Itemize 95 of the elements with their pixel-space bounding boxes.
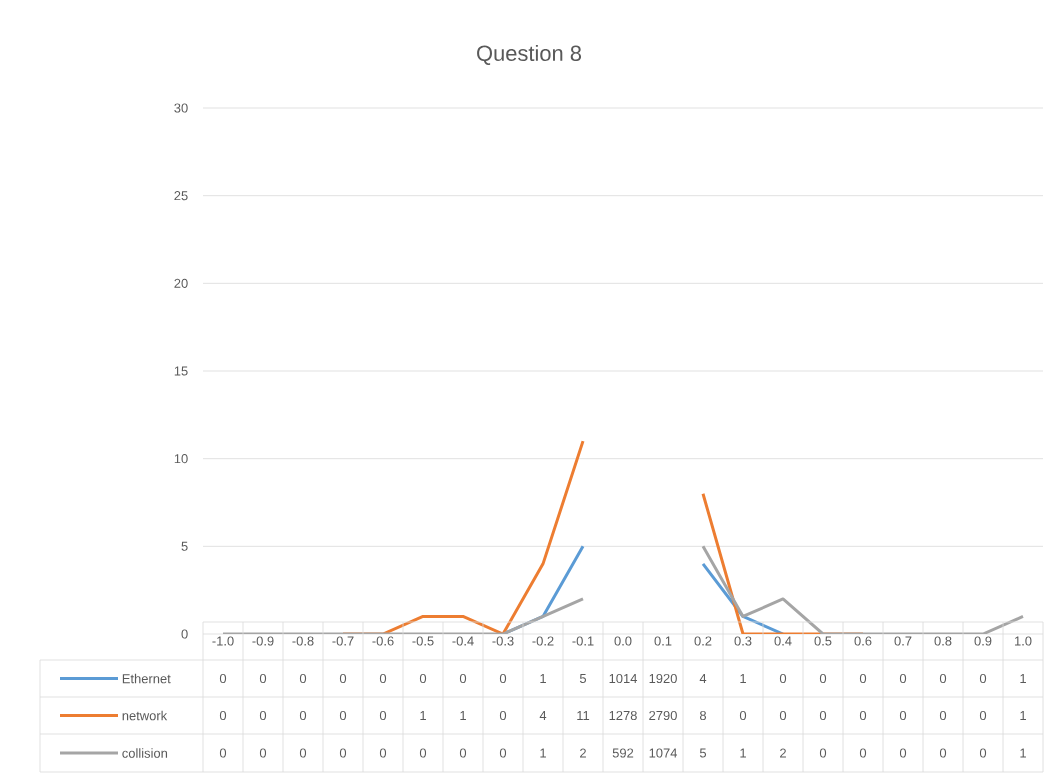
data-label: 1 — [740, 748, 746, 758]
text: 1920 — [649, 673, 677, 684]
x-tick-label: -0.1 — [572, 636, 594, 646]
x-tick-label: -0.7 — [332, 636, 354, 646]
data-label: 0 — [259, 748, 267, 758]
data-label: 11 — [577, 711, 590, 720]
data-label: 1 — [740, 674, 746, 683]
text: 0 — [219, 673, 227, 684]
text: 0 — [939, 710, 947, 721]
data-label: 0 — [499, 710, 507, 721]
data-label: 1 — [540, 748, 546, 758]
x-tick-label: 0.1 — [654, 636, 672, 646]
text: 2790 — [649, 710, 677, 721]
text: 1014 — [609, 673, 638, 684]
data-label: 2 — [780, 748, 786, 758]
text: 0 — [859, 673, 867, 684]
data-label: 0 — [739, 710, 747, 721]
y-tick-label: 5 — [181, 541, 188, 551]
data-label: 1 — [460, 711, 466, 720]
text: 1278 — [609, 710, 637, 721]
data-label: 0 — [459, 748, 467, 758]
legend-label: Ethernet — [122, 673, 171, 684]
data-label: 0 — [939, 748, 947, 758]
y-tick-label: 10 — [174, 454, 188, 464]
y-tick-label: 30 — [174, 103, 188, 113]
text: 0 — [939, 673, 947, 684]
y-tick-label: 15 — [174, 366, 188, 376]
text: 0 — [979, 673, 987, 684]
text: 0 — [899, 673, 907, 684]
data-label: 5 — [699, 748, 707, 758]
x-tick-label: 0.0 — [614, 636, 632, 646]
x-tick-label: 0.3 — [734, 636, 752, 646]
x-tick-label: 0.8 — [934, 636, 952, 646]
data-label: 0 — [419, 748, 427, 758]
chart-title: Question 8 — [477, 44, 582, 65]
x-tick-label: -0.6 — [372, 636, 394, 646]
data-label: 0 — [499, 748, 507, 758]
data-label: 5 — [579, 674, 587, 684]
y-tick-label: 0 — [181, 629, 188, 639]
data-label: 0 — [499, 673, 507, 684]
y-tick-label: 25 — [174, 191, 188, 201]
x-tick-label: 0.6 — [854, 636, 872, 646]
x-tick-label: 0.2 — [694, 636, 712, 646]
text: 0 — [979, 710, 987, 721]
x-tick-label: -0.9 — [252, 636, 274, 646]
x-tick-label: -0.2 — [532, 636, 554, 646]
data-label: 0 — [819, 748, 827, 758]
text: 0 — [419, 673, 427, 684]
text: 0 — [259, 710, 267, 721]
x-tick-label: -0.5 — [412, 636, 434, 646]
x-tick-label: 1.0 — [1015, 636, 1032, 646]
text: 1 — [1020, 711, 1026, 720]
text: 0 — [339, 673, 347, 684]
x-tick-label: 0.9 — [974, 636, 992, 646]
data-label: 0 — [979, 748, 987, 758]
x-tick-label: -0.3 — [492, 636, 514, 646]
data-label: 2 — [580, 748, 586, 758]
data-label: 4 — [539, 711, 547, 720]
text: 0 — [299, 710, 307, 721]
text: 1074 — [649, 748, 678, 758]
x-tick-label: -0.4 — [452, 636, 474, 646]
text: 0 — [219, 710, 227, 721]
data-label: 0 — [819, 710, 827, 721]
data-label: 8 — [699, 710, 707, 721]
data-label: 0 — [859, 748, 867, 758]
text: 0 — [899, 710, 907, 721]
x-tick-label: -1.0 — [212, 636, 234, 646]
data-label: 0 — [299, 748, 307, 758]
x-tick-label: 0.4 — [774, 636, 792, 646]
text: 592 — [612, 748, 634, 758]
data-label: 0 — [379, 748, 387, 758]
text: 0 — [299, 673, 307, 684]
legend-label: network — [122, 710, 168, 721]
text: 0 — [259, 673, 267, 684]
y-tick-label: 20 — [174, 278, 188, 288]
data-label: 0 — [219, 748, 227, 758]
data-label: 0 — [339, 748, 347, 758]
data-label: 1 — [420, 711, 426, 720]
data-label: 0 — [339, 710, 347, 721]
text: 0 — [819, 673, 827, 684]
data-label: 0 — [779, 673, 787, 684]
x-tick-label: 0.5 — [814, 636, 832, 646]
text: 1 — [1020, 674, 1026, 683]
data-label: 4 — [699, 674, 707, 683]
data-label: 0 — [779, 710, 787, 721]
data-label: 1 — [540, 674, 546, 683]
text: 0 — [379, 673, 387, 684]
data-label: 1 — [1020, 748, 1026, 758]
x-tick-label: 0.7 — [894, 636, 912, 646]
x-tick-label: -0.8 — [292, 636, 314, 646]
data-label: 0 — [379, 710, 387, 721]
data-label: 0 — [899, 748, 907, 758]
text: 0 — [459, 673, 467, 684]
legend-label: collision — [122, 748, 168, 758]
data-label: 0 — [859, 710, 867, 721]
